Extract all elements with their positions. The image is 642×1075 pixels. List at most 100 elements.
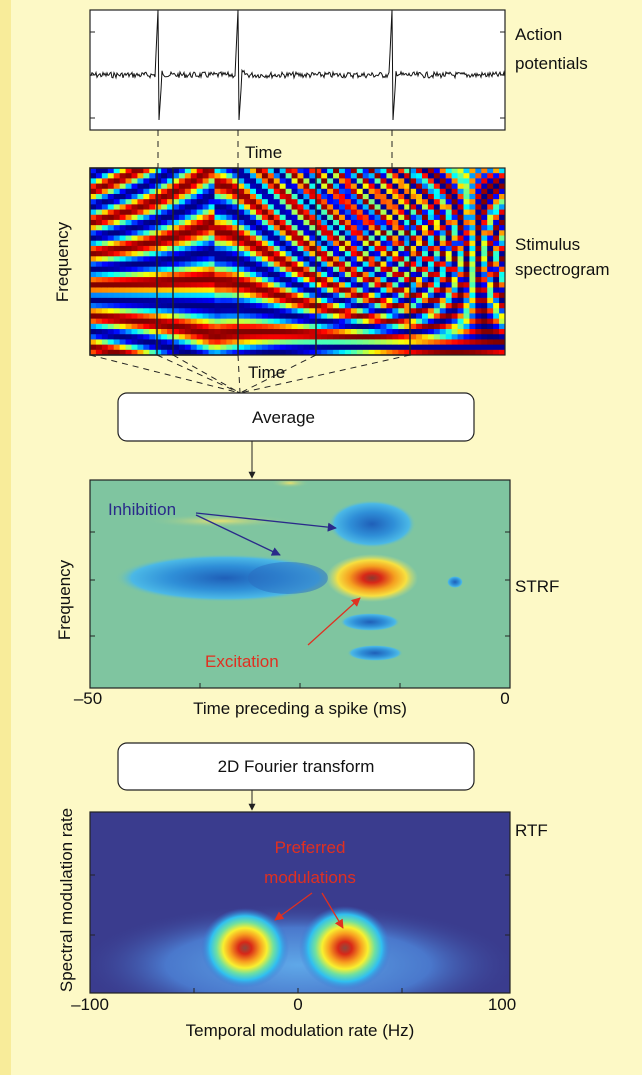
window <box>172 167 239 356</box>
spectrogram-cell <box>350 282 358 288</box>
spectrogram-cell <box>95 230 103 236</box>
spectrogram-cell <box>291 240 298 247</box>
spectrogram-cell <box>422 209 429 216</box>
spectrogram-cell <box>226 303 233 309</box>
spectrogram-cell <box>125 313 132 320</box>
spectrogram-cell <box>315 271 322 278</box>
spectrogram-cell <box>315 183 322 190</box>
spectrogram-cell <box>119 188 126 195</box>
spectrogram-cell <box>202 225 209 231</box>
spectrogram-cell <box>356 318 364 325</box>
spectrogram-cell <box>173 188 180 195</box>
spectrogram-cell <box>297 235 304 242</box>
spectrogram-cell <box>499 339 506 346</box>
spectrogram-cell <box>493 204 500 210</box>
spectrogram-cell <box>95 287 103 294</box>
spectrogram-cell <box>463 308 470 314</box>
spectrogram-cell <box>178 318 186 325</box>
spectrogram-cell <box>149 188 156 195</box>
spectrogram-cell <box>167 183 174 190</box>
spectrogram-cell <box>285 287 292 294</box>
spectrogram-cell <box>226 209 233 216</box>
spectrogram-cell <box>309 183 316 190</box>
spectrogram-cell <box>362 292 370 299</box>
spectrogram-cell <box>339 193 346 200</box>
spectrogram-cell <box>285 323 292 330</box>
spectrogram-cell <box>279 235 287 242</box>
spectrogram-cell <box>487 349 494 356</box>
spectrogram-cell <box>380 173 387 179</box>
spectrogram-cell <box>392 209 399 216</box>
spectrogram-cell <box>196 168 204 174</box>
spectrogram-cell <box>469 188 476 195</box>
spectrogram-cell <box>297 225 304 231</box>
spectrogram-cell <box>244 339 251 346</box>
spectrogram-cell <box>339 214 346 221</box>
spectrogram-cell <box>291 292 298 299</box>
spectrogram-cell <box>125 173 132 179</box>
spectrogram-cell <box>226 204 233 210</box>
side-stripe <box>0 0 11 1075</box>
spectrogram-cell <box>344 214 352 221</box>
spectrogram-cell <box>309 297 316 304</box>
spectrogram-cell <box>339 209 346 216</box>
spectrogram-cell <box>202 349 209 356</box>
spectrogram-cell <box>173 318 180 325</box>
spectrogram-cell <box>90 173 97 179</box>
spectrogram-cell <box>362 251 370 257</box>
spectrogram-cell <box>487 292 494 299</box>
spectrogram-cell <box>433 173 441 179</box>
spectrogram-cell <box>190 292 198 299</box>
spectrogram-cell <box>487 297 494 304</box>
spectrogram-cell <box>410 308 417 314</box>
spectrogram-cell <box>202 313 209 320</box>
spectrogram-cell <box>125 256 132 262</box>
window <box>89 167 158 356</box>
spectrogram-cell <box>161 308 168 314</box>
spectrogram-cell <box>362 297 370 304</box>
spectrogram-cell <box>244 240 251 247</box>
spectrogram-cell <box>339 308 346 314</box>
spectrogram-cell <box>149 303 156 309</box>
spectrogram-cell <box>392 308 399 314</box>
spectrogram-cell <box>220 214 227 221</box>
spectrogram-cell <box>463 245 470 252</box>
spectrogram-cell <box>178 271 186 278</box>
spectrogram-cell <box>398 235 405 242</box>
spectrogram-cell <box>208 173 215 179</box>
spectrogram-cell <box>439 225 447 231</box>
spectrogram-cell <box>113 204 121 210</box>
spectrogram-cell <box>226 235 233 242</box>
spectrogram-cell <box>137 271 144 278</box>
spectrogram-cell <box>161 214 168 221</box>
spectrogram-cell <box>463 235 470 242</box>
spectrogram-cell <box>107 168 115 174</box>
spectrogram-cell <box>410 303 417 309</box>
spectrogram-cell <box>416 318 423 325</box>
trace-panel <box>90 10 505 130</box>
spectrogram-cell <box>344 188 352 195</box>
spectrogram-cell <box>167 251 174 257</box>
spectrogram-cell <box>256 303 263 309</box>
spectrogram-cell <box>356 344 364 351</box>
spectrogram-cell <box>196 178 204 184</box>
spectrogram-cell <box>285 235 292 242</box>
spectrogram-cell <box>273 271 281 278</box>
spectrogram-cell <box>214 193 221 200</box>
spectrogram-cell <box>178 225 186 231</box>
dash-link <box>239 354 317 394</box>
spectrogram-cell <box>380 297 387 304</box>
spectrogram-cell <box>315 297 322 304</box>
spectrogram-cell <box>297 209 304 216</box>
spectrogram-cell <box>327 168 334 174</box>
spectrogram-cell <box>131 188 138 195</box>
spectrogram-cell <box>386 297 393 304</box>
spectrogram-cell <box>321 178 328 184</box>
spectrogram-cell <box>113 251 121 257</box>
spectrogram-cell <box>392 282 399 288</box>
spectrogram-cell <box>261 178 269 184</box>
spectrogram-cell <box>350 266 358 273</box>
spectrogram-cell <box>256 318 263 325</box>
spectrogram-cell <box>362 214 370 221</box>
spectrogram-cell <box>285 188 292 195</box>
